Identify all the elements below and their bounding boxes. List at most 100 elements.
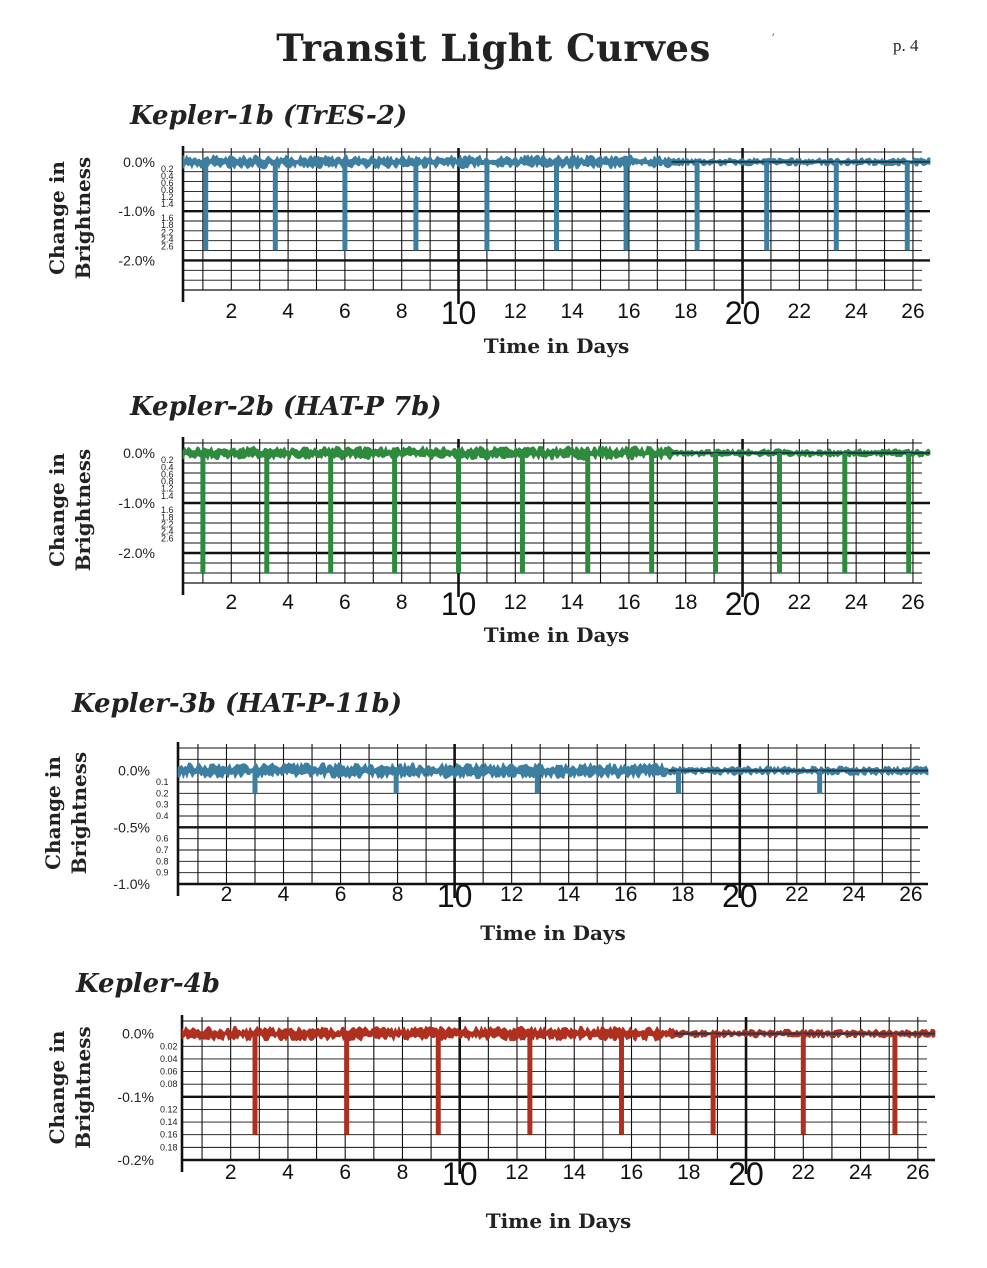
- x-tick-label: 12: [504, 591, 527, 614]
- y-minor-label: 1.4: [161, 491, 174, 501]
- y-minor-label: 0.8: [156, 856, 169, 866]
- y-axis-label: Change in Brightness: [45, 157, 95, 280]
- light-curve-noise: [181, 1025, 936, 1042]
- x-tick-label: 12: [505, 1161, 528, 1184]
- transit-dip: [776, 453, 782, 573]
- y-axis-label-line1: Change in: [41, 756, 65, 870]
- x-tick-label: 26: [906, 1161, 929, 1184]
- x-tick-label: 6: [339, 1161, 351, 1184]
- transit-dip: [252, 770, 258, 794]
- x-tick-label: 26: [901, 300, 924, 323]
- y-axis-label: Change in Brightness: [45, 1026, 95, 1149]
- x-tick-label: 22: [785, 883, 808, 906]
- y-minor-label: 0.14: [160, 1117, 178, 1127]
- chart-title: Kepler-2b (HAT-P 7b): [129, 392, 442, 422]
- x-tick-label: 2: [225, 300, 237, 323]
- y-minor-label: 0.4: [161, 171, 174, 181]
- page-number: p. 4: [893, 36, 919, 55]
- y-minor-label: 0.04: [160, 1054, 178, 1064]
- x-tick-label: 2: [225, 591, 237, 614]
- transit-dip: [842, 453, 848, 573]
- chart-title: Kepler-1b (TrES-2): [129, 101, 407, 131]
- y-minor-label: 0.2: [161, 455, 174, 465]
- x-tick-label: 10: [442, 1156, 478, 1192]
- x-tick-label: 22: [788, 300, 811, 323]
- x-axis-label: Time in Days: [484, 623, 630, 647]
- chart-1: Kepler-1b (TrES-2)0.0%-1.0%-2.0%0.20.40.…: [45, 101, 931, 358]
- transit-dip: [413, 161, 419, 251]
- y-minor-label: 2.4: [161, 527, 174, 537]
- x-tick-label: 18: [674, 300, 697, 323]
- chart-3: Kepler-3b (HAT-P-11b)0.0%-0.5%-1.0%0.10.…: [41, 689, 929, 945]
- x-tick-label: 2: [225, 1161, 237, 1184]
- y-minor-label: 0.06: [160, 1067, 178, 1077]
- x-tick-label: 14: [560, 591, 584, 614]
- x-tick-label: 14: [557, 883, 581, 906]
- y-major-label: 0.0%: [122, 1026, 154, 1042]
- x-tick-label: 12: [504, 300, 527, 323]
- transit-dip: [710, 1033, 716, 1135]
- chart-title: Kepler-3b (HAT-P-11b): [71, 689, 402, 719]
- transit-dip: [892, 1033, 898, 1135]
- light-curve-noise: [177, 762, 929, 780]
- y-minor-label: 0.3: [156, 800, 169, 810]
- transit-dip: [649, 453, 655, 573]
- y-minor-label: 0.2: [156, 788, 169, 798]
- y-minor-label: 0.1: [156, 777, 169, 787]
- x-axis-label: Time in Days: [484, 334, 630, 358]
- transit-dip: [833, 161, 839, 251]
- y-minor-label: 0.2: [161, 164, 174, 174]
- transit-dip: [264, 453, 270, 573]
- x-tick-label: 14: [560, 300, 584, 323]
- y-minor-label: 0.6: [156, 834, 169, 844]
- transit-dip: [393, 770, 399, 794]
- x-tick-label: 10: [441, 295, 477, 331]
- y-minor-label: 1.2: [161, 484, 174, 494]
- transit-dip: [456, 453, 462, 573]
- y-minor-label: 1.6: [161, 213, 174, 223]
- light-curve-noise: [182, 445, 931, 461]
- y-minor-label: 1.4: [161, 199, 174, 209]
- x-tick-label: 2: [221, 883, 233, 906]
- x-tick-label: 10: [437, 878, 473, 914]
- transit-dip: [817, 770, 823, 794]
- y-major-label: -1.0%: [118, 495, 155, 511]
- transit-dip: [527, 1033, 533, 1135]
- transit-dip: [906, 453, 912, 573]
- y-minor-label: 0.12: [160, 1104, 178, 1114]
- transit-dip: [272, 161, 278, 251]
- x-tick-label: 12: [500, 883, 523, 906]
- x-axis-label: Time in Days: [480, 921, 626, 945]
- y-minor-label: 1.8: [161, 512, 174, 522]
- y-minor-label: 2.2: [161, 519, 174, 529]
- y-minor-label: 0.8: [161, 185, 174, 195]
- x-tick-label: 22: [788, 591, 811, 614]
- transit-dip: [435, 1033, 441, 1135]
- x-tick-label: 8: [396, 300, 408, 323]
- y-minor-label: 0.4: [156, 811, 169, 821]
- y-minor-label: 0.7: [156, 845, 169, 855]
- stray-mark: ′: [772, 30, 775, 44]
- x-tick-label: 20: [725, 295, 761, 331]
- transit-dip: [252, 1033, 258, 1135]
- transit-dip: [713, 453, 719, 573]
- transit-dip: [764, 161, 770, 251]
- transit-dip: [519, 453, 525, 573]
- x-tick-label: 16: [620, 1161, 643, 1184]
- x-tick-label: 18: [677, 1161, 700, 1184]
- x-tick-label: 4: [282, 591, 294, 614]
- x-tick-label: 8: [392, 883, 404, 906]
- y-major-label: -1.0%: [113, 876, 150, 892]
- transit-dip: [623, 161, 629, 251]
- transit-dip: [328, 453, 334, 573]
- y-minor-label: 0.16: [160, 1130, 178, 1140]
- y-minor-label: 0.9: [156, 868, 169, 878]
- x-tick-label: 16: [614, 883, 637, 906]
- transit-dip: [392, 453, 398, 573]
- y-major-label: -0.1%: [117, 1089, 154, 1105]
- y-major-label: -1.0%: [118, 203, 155, 219]
- y-minor-label: 0.6: [161, 469, 174, 479]
- x-tick-label: 26: [901, 591, 924, 614]
- y-axis-label-line1: Change in: [45, 453, 69, 567]
